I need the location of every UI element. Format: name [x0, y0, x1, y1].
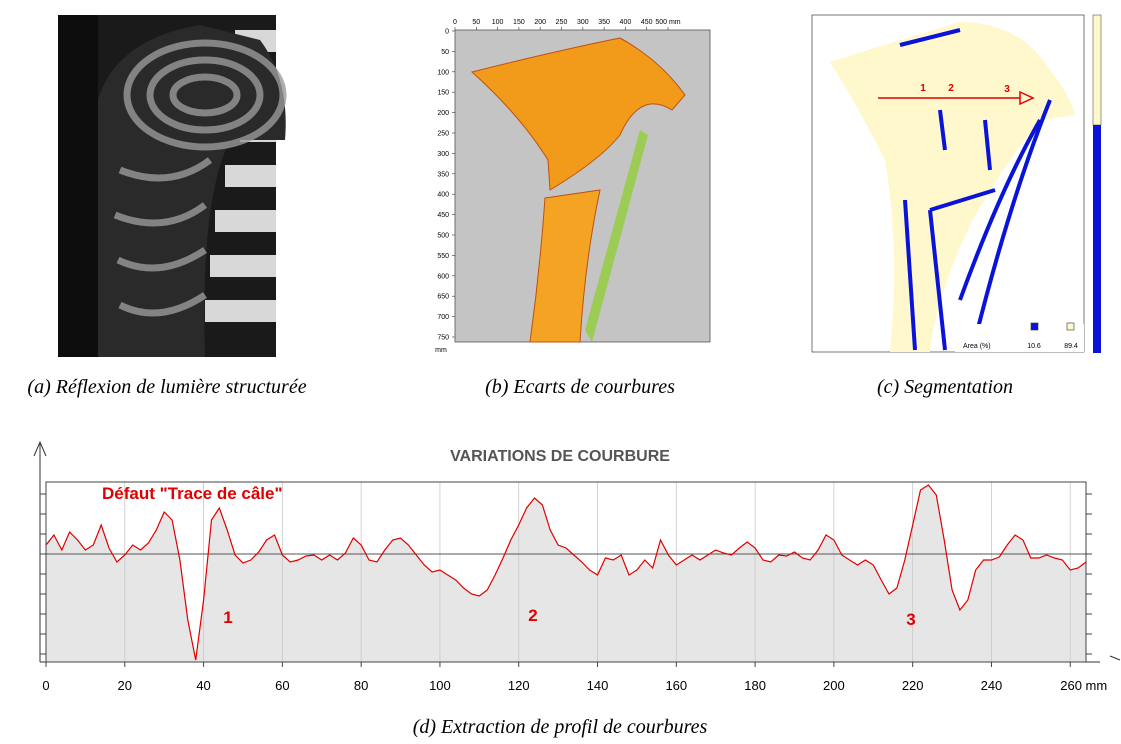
caption: (a) Réflexion de lumière structurée [27, 376, 306, 398]
y-tick-label: 500 [437, 233, 449, 240]
segment-marker: 3 [1004, 84, 1010, 95]
axis-unit: mm [435, 347, 447, 354]
x-tick-label: 150 [513, 19, 525, 26]
legend-value: 10.6 [1027, 343, 1041, 350]
x-tick-label: 120 [508, 678, 530, 693]
legend-value: 89.4 [1064, 343, 1078, 350]
x-tick-label: 20 [118, 678, 132, 693]
x-tick-label: 160 [665, 678, 687, 693]
x-tick-label: 40 [196, 678, 210, 693]
profile-line [45, 484, 1087, 661]
y-tick-label: 300 [437, 151, 449, 158]
y-tick-label: 150 [437, 90, 449, 97]
x-tick-label: 180 [744, 678, 766, 693]
y-tick-label: 100 [437, 69, 449, 76]
y-tick-label: 250 [437, 131, 449, 138]
x-tick-label: 500 mm [655, 19, 680, 26]
x-tick-label: 60 [275, 678, 289, 693]
caption: (b) Ecarts de courbures [485, 376, 675, 398]
x-tick-label: 100 [492, 19, 504, 26]
x-tick-label: 450 [641, 19, 653, 26]
y-tick-label: 650 [437, 294, 449, 301]
x-tick-label: 140 [587, 678, 609, 693]
x-tick-label: 200 [534, 19, 546, 26]
profile-chart: 0 20 40 60 80 100 120 140 160 180 200 220 240 260 mm [40, 481, 1107, 693]
x-tick-label: 50 [472, 19, 480, 26]
y-tick-label: 750 [437, 335, 449, 342]
x-tick-label: 400 [620, 19, 632, 26]
y-tick-label: 200 [437, 110, 449, 117]
x-tick-label: 240 [981, 678, 1003, 693]
plot-frame [45, 481, 1087, 663]
y-tick-label: 400 [437, 192, 449, 199]
annotation: 1 [223, 608, 232, 627]
annotation: 3 [906, 610, 915, 629]
segment-marker: 2 [948, 83, 954, 94]
x-tick-label: 250 [556, 19, 568, 26]
y-tick-label: 550 [437, 253, 449, 260]
y-tick-label: 50 [441, 49, 449, 56]
x-tick-label: 80 [354, 678, 368, 693]
y-tick-label: 700 [437, 314, 449, 321]
annotation: Défaut "Trace de câle" [102, 484, 283, 503]
x-tick-label: 0 [42, 678, 49, 693]
x-tick-label: 200 [823, 678, 845, 693]
x-tick-label: 300 [577, 19, 589, 26]
y-axis-arrow [33, 440, 47, 662]
caption: (d) Extraction de profil de courbures [413, 716, 708, 738]
y-tick-label: 450 [437, 212, 449, 219]
segmentation-map [811, 14, 1102, 353]
chart-title: VARIATIONS DE COURBURE [450, 448, 670, 465]
y-tick-label: 600 [437, 273, 449, 280]
y-tick-label: 350 [437, 171, 449, 178]
annotation: 2 [528, 606, 537, 625]
x-tick-label: 0 [453, 19, 457, 26]
legend-title: Area (%) [963, 343, 991, 350]
x-tick-label: 260 mm [1060, 678, 1107, 693]
photo-structured-light [58, 15, 287, 357]
captions: (a) Réflexion de lumière structurée (b) … [27, 376, 1013, 738]
x-tick-label: 220 [902, 678, 924, 693]
x-tick-label: 100 [429, 678, 451, 693]
profile-area [46, 485, 1086, 662]
x-tick-label: 350 [598, 19, 610, 26]
y-tick-label: 0 [445, 29, 449, 36]
segment-marker: 1 [920, 83, 926, 94]
curvature-map [454, 29, 711, 343]
caption: (c) Segmentation [877, 376, 1013, 398]
